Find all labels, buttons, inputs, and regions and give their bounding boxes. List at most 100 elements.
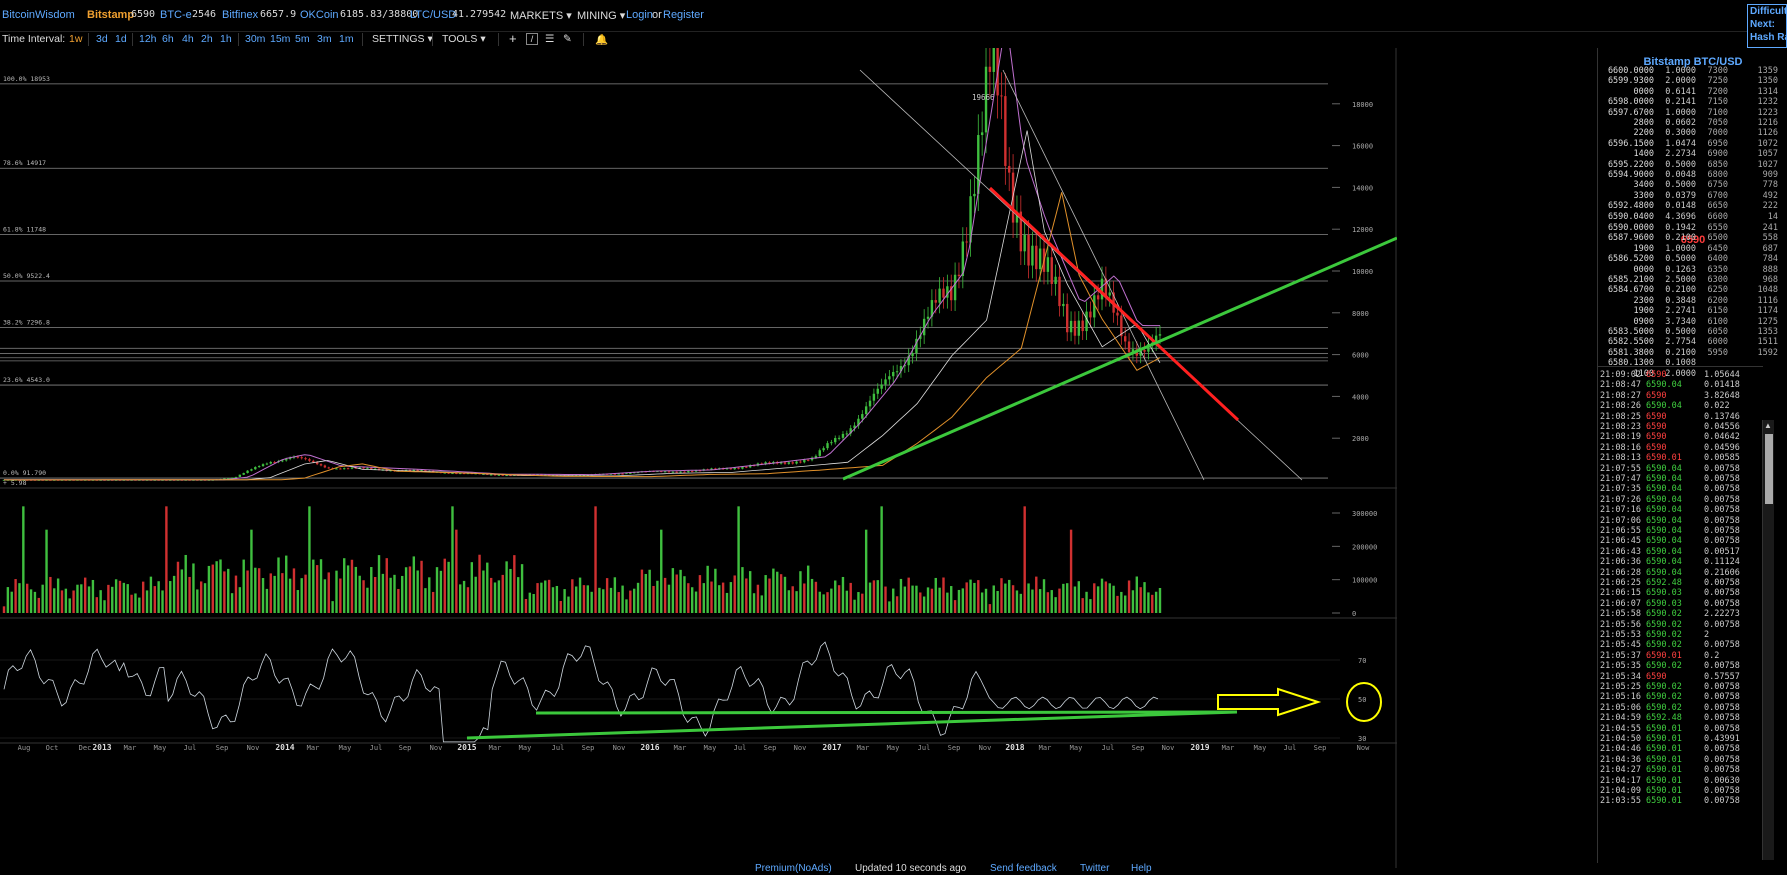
- trade-row[interactable]: 21:06:45 6590.04 0.00758: [1598, 536, 1773, 546]
- trade-row[interactable]: 21:08:47 6590.04 0.01418: [1598, 380, 1773, 390]
- market-bitfinex-name[interactable]: Bitfinex: [222, 9, 259, 21]
- ask-row[interactable]: 6599.9300 2.0000 7250 1350: [1598, 76, 1787, 86]
- trade-row[interactable]: 21:04:36 6590.01 0.00758: [1598, 755, 1773, 765]
- interval-4h[interactable]: 4h: [182, 33, 194, 45]
- market-okcoin-name[interactable]: OKCoin: [300, 9, 339, 21]
- ask-row[interactable]: 2200 0.3000 7000 1126: [1598, 128, 1787, 138]
- interval-2h[interactable]: 2h: [201, 33, 213, 45]
- ask-row[interactable]: 3300 0.0379 6700 492: [1598, 191, 1787, 201]
- trade-row[interactable]: 21:08:19 6590 0.04642: [1598, 432, 1773, 442]
- hlines-tool-icon[interactable]: ☰: [545, 33, 555, 45]
- settings-menu[interactable]: SETTINGS ▾: [372, 33, 433, 45]
- trade-row[interactable]: 21:06:55 6590.04 0.00758: [1598, 526, 1773, 536]
- trade-row[interactable]: 21:07:47 6590.04 0.00758: [1598, 474, 1773, 484]
- trade-row[interactable]: 21:07:55 6590.04 0.00758: [1598, 464, 1773, 474]
- bid-row[interactable]: 6583.5000 0.5000 6050 1353: [1598, 327, 1787, 337]
- ask-row[interactable]: 6590.0400 4.3696 6600 14: [1598, 212, 1787, 222]
- trade-row[interactable]: 21:06:15 6590.03 0.00758: [1598, 588, 1773, 598]
- trade-row[interactable]: 21:08:16 6590 0.04596: [1598, 443, 1773, 453]
- trade-row[interactable]: 21:05:34 6590 0.57557: [1598, 672, 1773, 682]
- scroll-thumb[interactable]: [1765, 434, 1773, 504]
- interval-1d[interactable]: 1d: [115, 33, 127, 45]
- market-bitstamp-name[interactable]: Bitstamp: [87, 9, 135, 21]
- bid-row[interactable]: 1900 2.2741 6150 1174: [1598, 306, 1787, 316]
- login-link[interactable]: Login: [626, 9, 653, 21]
- interval-15m[interactable]: 15m: [270, 33, 291, 45]
- trade-row[interactable]: 21:07:16 6590.04 0.00758: [1598, 505, 1773, 515]
- ask-row[interactable]: 1400 2.2734 6900 1057: [1598, 149, 1787, 159]
- trade-row[interactable]: 21:05:45 6590.02 0.00758: [1598, 640, 1773, 650]
- ask-row[interactable]: 6598.0000 0.2141 7150 1232: [1598, 97, 1787, 107]
- trades-scrollbar[interactable]: ▲: [1762, 420, 1774, 860]
- bid-row[interactable]: 6581.3800 0.2100 5950 1592: [1598, 348, 1787, 358]
- trade-row[interactable]: 21:07:35 6590.04 0.00758: [1598, 484, 1773, 494]
- trade-row[interactable]: 21:05:58 6590.02 2.22273: [1598, 609, 1773, 619]
- ask-row[interactable]: 6592.4800 0.0148 6650 222: [1598, 201, 1787, 211]
- interval-1h[interactable]: 1h: [220, 33, 232, 45]
- trade-row[interactable]: 21:08:27 6590 3.82648: [1598, 391, 1773, 401]
- trade-row[interactable]: 21:08:23 6590 0.04556: [1598, 422, 1773, 432]
- interval-6h[interactable]: 6h: [162, 33, 174, 45]
- trade-row[interactable]: 21:05:06 6590.02 0.00758: [1598, 703, 1773, 713]
- trade-row[interactable]: 21:04:59 6592.48 0.00758: [1598, 713, 1773, 723]
- trade-row[interactable]: 21:05:53 6590.02 2: [1598, 630, 1773, 640]
- trade-row[interactable]: 21:05:25 6590.02 0.00758: [1598, 682, 1773, 692]
- trade-row[interactable]: 21:08:25 6590 0.13746: [1598, 412, 1773, 422]
- bid-row[interactable]: 0900 3.7340 6100 1275: [1598, 317, 1787, 327]
- bid-row[interactable]: 6590.0000 0.1942 6550 241: [1598, 223, 1787, 233]
- interval-3m[interactable]: 3m: [317, 33, 332, 45]
- trade-row[interactable]: 21:04:27 6590.01 0.00758: [1598, 765, 1773, 775]
- trade-row[interactable]: 21:07:06 6590.04 0.00758: [1598, 516, 1773, 526]
- markets-menu[interactable]: MARKETS ▾: [510, 10, 572, 22]
- pen-tool-icon[interactable]: ✎: [563, 33, 572, 45]
- trade-row[interactable]: 21:05:56 6590.02 0.00758: [1598, 620, 1773, 630]
- ask-row[interactable]: 3400 0.5000 6750 778: [1598, 180, 1787, 190]
- trade-row[interactable]: 21:04:46 6590.01 0.00758: [1598, 744, 1773, 754]
- bid-row[interactable]: 1900 1.0000 6450 687: [1598, 244, 1787, 254]
- crosshair-tool-icon[interactable]: +: [509, 31, 517, 46]
- trade-row[interactable]: 21:04:50 6590.01 0.43991: [1598, 734, 1773, 744]
- scroll-up-icon[interactable]: ▲: [1764, 421, 1772, 430]
- interval-30m[interactable]: 30m: [245, 33, 266, 45]
- trade-row[interactable]: 21:05:35 6590.02 0.00758: [1598, 661, 1773, 671]
- bid-row[interactable]: 6582.5500 2.7754 6000 1511: [1598, 337, 1787, 347]
- trade-row[interactable]: 21:06:25 6592.48 0.00758: [1598, 578, 1773, 588]
- bid-row[interactable]: 6580.1300 0.1008: [1598, 358, 1787, 368]
- price-chart[interactable]: 100.0% 18953 78.6% 14917 61.8% 11748 50.0% …: [0, 48, 1397, 868]
- trade-row[interactable]: 21:07:26 6590.04 0.00758: [1598, 495, 1773, 505]
- help-link[interactable]: Help: [1131, 863, 1152, 874]
- mining-menu[interactable]: MINING ▾: [577, 10, 626, 22]
- ask-row[interactable]: 6600.0000 1.0000 7300 1359: [1598, 66, 1787, 76]
- trade-row[interactable]: 21:08:26 6590.04 0.022: [1598, 401, 1773, 411]
- bid-row[interactable]: 6586.5200 0.5000 6400 784: [1598, 254, 1787, 264]
- tools-menu[interactable]: TOOLS ▾: [442, 33, 486, 45]
- trade-row[interactable]: 21:09:02 6590 1.05644: [1598, 370, 1773, 380]
- market-ltcusd-name[interactable]: LTC/USD: [410, 9, 457, 21]
- ask-row[interactable]: 0000 0.6141 7200 1314: [1598, 87, 1787, 97]
- twitter-link[interactable]: Twitter: [1080, 863, 1110, 874]
- bid-row[interactable]: 2300 0.3848 6200 1116: [1598, 296, 1787, 306]
- trade-row[interactable]: 21:06:43 6590.04 0.00517: [1598, 547, 1773, 557]
- feedback-link[interactable]: Send feedback: [990, 863, 1057, 874]
- ask-row[interactable]: 6597.6700 1.0000 7100 1223: [1598, 108, 1787, 118]
- bid-row[interactable]: 6584.6700 0.2100 6250 1048: [1598, 285, 1787, 295]
- line-tool-icon[interactable]: /: [526, 33, 538, 45]
- trade-row[interactable]: 21:06:36 6590.04 0.11124: [1598, 557, 1773, 567]
- trade-row[interactable]: 21:04:55 6590.01 0.00758: [1598, 724, 1773, 734]
- interval-12h[interactable]: 12h: [139, 33, 157, 45]
- bid-row[interactable]: 0000 0.1263 6350 888: [1598, 265, 1787, 275]
- interval-3d[interactable]: 3d: [96, 33, 108, 45]
- bid-row[interactable]: 6587.9600 0.2100 6500 558: [1598, 233, 1787, 243]
- trade-row[interactable]: 21:05:16 6590.02 0.00758: [1598, 692, 1773, 702]
- trade-row[interactable]: 21:04:17 6590.01 0.00630: [1598, 776, 1773, 786]
- interval-1m[interactable]: 1m: [339, 33, 354, 45]
- trade-row[interactable]: 21:06:28 6590.04 0.21606: [1598, 568, 1773, 578]
- ask-row[interactable]: 6594.9000 0.0048 6800 909: [1598, 170, 1787, 180]
- premium-link[interactable]: Premium(NoAds): [755, 863, 832, 874]
- register-link[interactable]: Register: [663, 9, 704, 21]
- market-btce-name[interactable]: BTC-e: [160, 9, 192, 21]
- bell-icon[interactable]: 🔔: [595, 34, 609, 46]
- trade-row[interactable]: 21:03:55 6590.01 0.00758: [1598, 796, 1773, 806]
- ask-row[interactable]: 6595.2200 0.5000 6850 1027: [1598, 160, 1787, 170]
- trade-row[interactable]: 21:06:07 6590.03 0.00758: [1598, 599, 1773, 609]
